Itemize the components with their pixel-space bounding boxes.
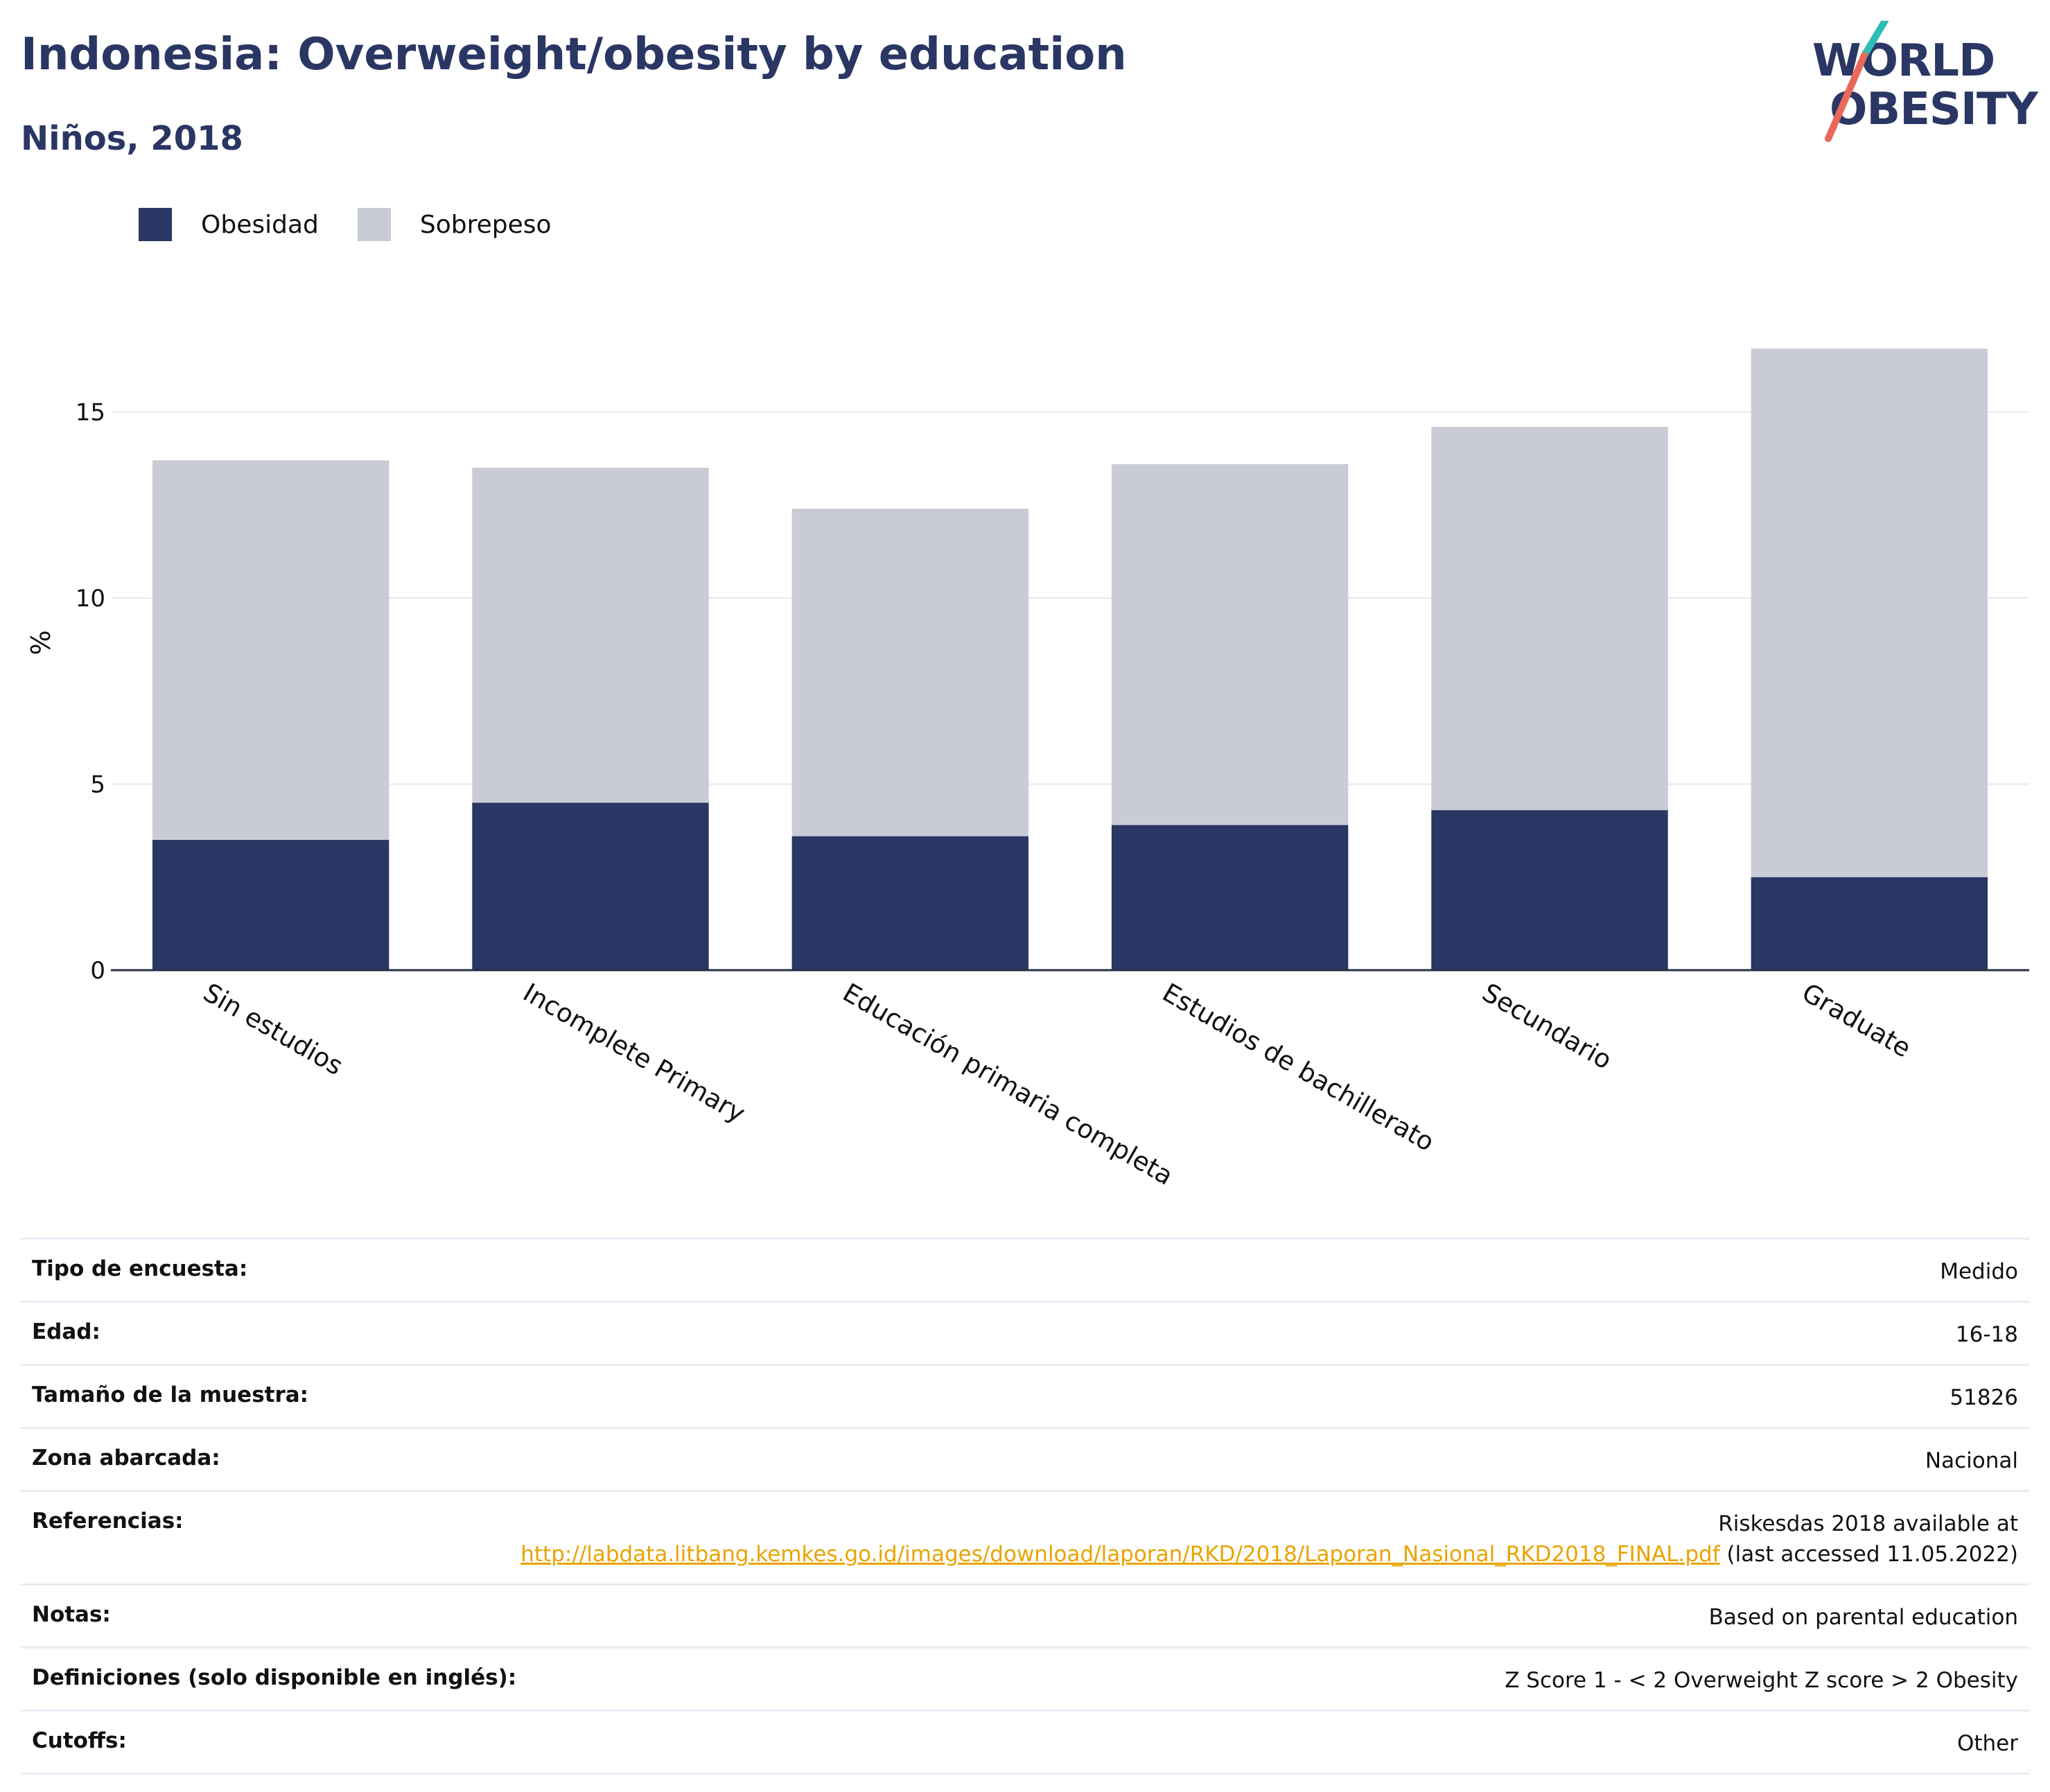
meta-value: Based on parental education [1708,1605,2018,1630]
y-tick-label: 0 [90,957,105,985]
meta-label: Edad: [32,1319,100,1344]
legend-label-obesity: Obesidad [201,210,319,239]
meta-value: Z Score 1 - < 2 Overweight Z score > 2 O… [1505,1668,2018,1693]
bar-overweight [152,460,389,841]
meta-row-references: Referencias: Riskesdas 2018 available at… [21,1492,2029,1585]
meta-value: Medido [1940,1259,2018,1284]
meta-value-references: Riskesdas 2018 available at http://labda… [520,1509,2018,1570]
meta-row-area-covered: Zona abarcada: Nacional [21,1429,2029,1492]
bar-obesity [1751,877,1988,970]
legend-swatch-overweight [357,208,391,241]
x-tick-label: Incomplete Primary [518,978,751,1129]
stacked-bar-chart: 0 5 10 15% Sin estudios Incomplete Primary Edu… [26,349,2029,1191]
reference-link[interactable]: http://labdata.litbang.kemkes.go.id/imag… [520,1542,1720,1567]
meta-row-age: Edad: 16-18 [21,1303,2029,1366]
bar-overweight [1111,464,1349,825]
meta-label: Cutoffs: [32,1728,127,1753]
meta-row-definitions: Definiciones (solo disponible en inglés)… [21,1649,2029,1712]
meta-row-notes: Notas: Based on parental education [21,1585,2029,1649]
bar-obesity [791,836,1029,970]
y-tick-label: 10 [76,585,105,613]
y-tick-label: 15 [76,399,105,427]
world-obesity-logo: WORLD OBESITY [1802,21,2038,146]
meta-label: Definiciones (solo disponible en inglés)… [32,1665,517,1690]
legend-item-obesity[interactable]: Obesidad [139,208,319,241]
chart-title: Indonesia: Overweight/obesity by educati… [21,29,1127,80]
y-axis-label: % [26,630,56,655]
meta-label: Tipo de encuesta: [32,1256,248,1281]
x-tick-label: Estudios de bachillerato [1157,978,1439,1158]
meta-row-survey-type: Tipo de encuesta: Medido [21,1240,2029,1303]
legend-label-overweight: Sobrepeso [419,210,552,239]
meta-value: Nacional [1925,1448,2018,1473]
meta-label: Referencias: [32,1509,184,1534]
bar-obesity [1431,810,1668,970]
metadata-table: Tipo de encuesta: Medido Edad: 16-18 Tam… [21,1238,2029,1775]
bar-overweight [1751,349,1988,877]
logo-line-2: OBESITY [1830,84,2038,135]
meta-label: Tamaño de la muestra: [32,1382,309,1407]
bar-obesity [152,840,389,970]
reference-text: Riskesdas 2018 available at [1718,1511,2018,1536]
bar-overweight [1431,426,1668,811]
chart-subtitle: Niños, 2018 [21,119,243,158]
x-tick-label: Secundario [1478,978,1617,1075]
meta-row-cutoffs: Cutoffs: Other [21,1712,2029,1775]
y-tick-label: 5 [90,771,105,799]
x-tick-label: Graduate [1797,978,1916,1064]
meta-label: Notas: [32,1602,111,1627]
x-tick-label: Educación primaria completa [838,978,1178,1191]
logo-line-1: WORLD [1812,35,1995,87]
chart-legend: Obesidad Sobrepeso [139,205,590,244]
meta-row-sample-size: Tamaño de la muestra: 51826 [21,1366,2029,1429]
bar-overweight [472,468,709,803]
meta-value: Other [1956,1731,2018,1756]
bar-obesity [1111,825,1349,970]
bar-obesity [472,802,709,970]
bar-overweight [791,509,1029,836]
legend-swatch-obesity [139,208,172,241]
legend-item-overweight[interactable]: Sobrepeso [357,208,552,241]
meta-label: Zona abarcada: [32,1446,220,1470]
meta-value: 51826 [1950,1385,2018,1410]
x-tick-label: Sin estudios [198,978,348,1082]
meta-value: 16-18 [1955,1322,2018,1347]
reference-accessed-text: (last accessed 11.05.2022) [1726,1542,2018,1567]
logo-slash-icon [1825,21,1889,142]
